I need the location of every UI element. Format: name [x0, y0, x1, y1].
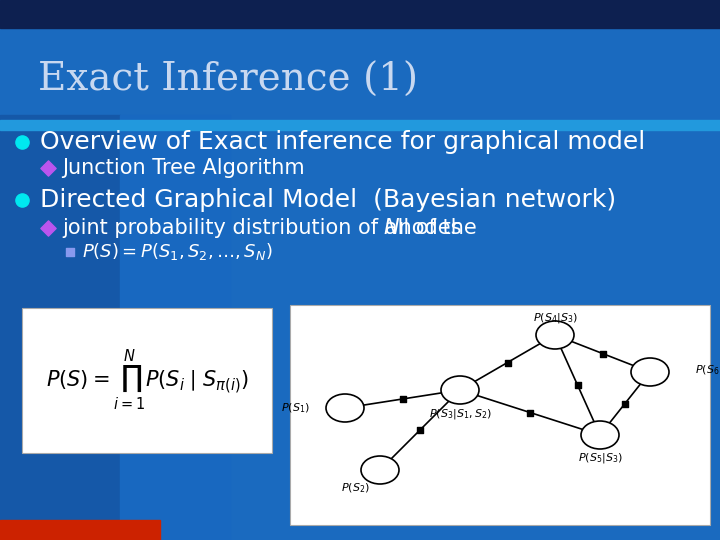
- Polygon shape: [0, 120, 720, 130]
- Ellipse shape: [581, 421, 619, 449]
- Text: $P(S_2)$: $P(S_2)$: [341, 481, 369, 495]
- Polygon shape: [0, 520, 160, 540]
- Point: [502, 358, 513, 367]
- Point: [414, 426, 426, 434]
- Point: [17, 195, 28, 204]
- Text: N: N: [384, 218, 400, 238]
- Point: [17, 138, 28, 146]
- Text: $P(S_6|S_4,S_5)$: $P(S_6|S_4,S_5)$: [695, 363, 720, 377]
- Point: [64, 248, 76, 256]
- Ellipse shape: [361, 456, 399, 484]
- Point: [397, 395, 408, 403]
- Polygon shape: [120, 115, 230, 540]
- Ellipse shape: [536, 321, 574, 349]
- Text: $P(S) = \prod_{i=1}^{N} P(S_i \mid S_{\pi(i)})$: $P(S) = \prod_{i=1}^{N} P(S_i \mid S_{\p…: [45, 349, 248, 413]
- Point: [524, 408, 536, 417]
- FancyBboxPatch shape: [22, 308, 272, 453]
- Text: Exact Inference (1): Exact Inference (1): [38, 62, 418, 98]
- Text: $\mathit{P(S) = P(S_1, S_2, \ldots, S_N)}$: $\mathit{P(S) = P(S_1, S_2, \ldots, S_N)…: [82, 241, 273, 262]
- Ellipse shape: [631, 358, 669, 386]
- Point: [42, 224, 54, 232]
- Point: [572, 381, 583, 389]
- Text: $P(S_1)$: $P(S_1)$: [282, 401, 310, 415]
- Text: Directed Graphical Model  (Bayesian network): Directed Graphical Model (Bayesian netwo…: [40, 188, 616, 212]
- Text: $P(S_3|S_1,S_2)$: $P(S_3|S_1,S_2)$: [428, 407, 492, 421]
- Text: nodes: nodes: [392, 218, 462, 238]
- Text: $P(S_5|S_3)$: $P(S_5|S_3)$: [577, 451, 622, 465]
- Point: [597, 349, 608, 358]
- Text: Junction Tree Algorithm: Junction Tree Algorithm: [62, 158, 305, 178]
- Ellipse shape: [441, 376, 479, 404]
- Text: joint probability distribution of all of the: joint probability distribution of all of…: [62, 218, 483, 238]
- Polygon shape: [0, 0, 720, 28]
- Polygon shape: [0, 115, 120, 540]
- Point: [619, 399, 631, 408]
- Ellipse shape: [326, 394, 364, 422]
- FancyBboxPatch shape: [290, 305, 710, 525]
- Point: [42, 164, 54, 172]
- Text: Overview of Exact inference for graphical model: Overview of Exact inference for graphica…: [40, 130, 645, 154]
- Text: $P(S_4|S_3)$: $P(S_4|S_3)$: [533, 311, 577, 325]
